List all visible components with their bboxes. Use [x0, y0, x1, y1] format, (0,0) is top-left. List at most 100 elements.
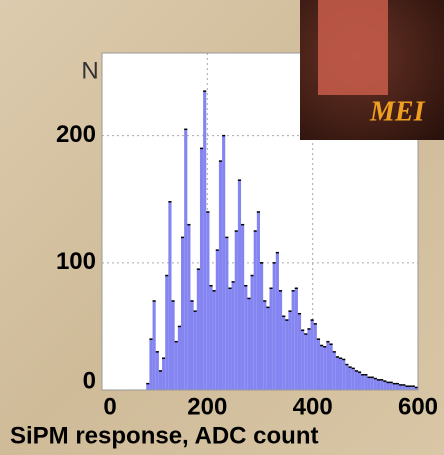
- bar: [339, 358, 343, 390]
- bar: [288, 311, 292, 390]
- bar: [282, 316, 286, 390]
- x-tick-label: 0: [103, 393, 116, 420]
- bar: [215, 250, 219, 390]
- bar: [326, 341, 330, 390]
- bar: [206, 211, 210, 390]
- bar: [212, 290, 216, 390]
- bar: [383, 381, 387, 390]
- bar: [335, 356, 339, 390]
- bar: [171, 300, 175, 390]
- bar: [297, 313, 302, 390]
- bar: [294, 288, 298, 390]
- bar: [272, 262, 276, 390]
- bar: [351, 368, 355, 390]
- bar: [278, 290, 283, 390]
- bar: [237, 180, 242, 390]
- bar: [190, 300, 194, 390]
- bar: [310, 320, 314, 390]
- x-tick-label: 600: [398, 393, 438, 420]
- bar: [203, 91, 207, 390]
- bar: [260, 262, 264, 390]
- bar: [244, 285, 248, 390]
- plot-frame: [101, 52, 419, 391]
- bar: [285, 320, 289, 390]
- x-tick-label: 200: [187, 393, 227, 420]
- y-tick-label: 200: [56, 121, 96, 148]
- bar: [307, 328, 311, 390]
- bar: [250, 275, 254, 390]
- bar: [165, 275, 169, 390]
- bar: [222, 135, 226, 390]
- bar: [411, 386, 415, 390]
- bar: [146, 383, 150, 390]
- bar: [256, 211, 260, 390]
- bar: [253, 231, 257, 390]
- bar: [177, 326, 181, 390]
- bar: [168, 201, 172, 390]
- bar: [263, 300, 267, 390]
- bar: [373, 378, 377, 390]
- bar: [392, 383, 396, 390]
- bar: [158, 370, 163, 390]
- bar: [291, 290, 295, 390]
- bar: [320, 345, 324, 390]
- bar: [402, 384, 406, 390]
- bar: [301, 330, 305, 390]
- x-axis-label: SiPM response, ADC count: [10, 422, 318, 449]
- bar: [174, 341, 178, 390]
- bar: [162, 358, 166, 390]
- bar: [408, 386, 412, 390]
- y-tick-label: 0: [83, 367, 96, 394]
- bar: [225, 237, 229, 390]
- photo-tile: [318, 0, 388, 95]
- bar: [376, 379, 381, 390]
- bar: [414, 387, 418, 390]
- bar: [380, 379, 384, 390]
- bar: [275, 252, 279, 390]
- bar: [228, 288, 232, 390]
- bar: [364, 374, 368, 390]
- bar: [155, 351, 159, 390]
- bar: [199, 148, 204, 390]
- bar: [386, 382, 390, 390]
- bar: [348, 367, 352, 390]
- x-tick-label: 400: [293, 393, 333, 420]
- bar: [354, 370, 358, 390]
- bar: [345, 364, 349, 390]
- bar: [357, 372, 362, 390]
- bar: [361, 374, 365, 390]
- bar: [370, 377, 374, 390]
- bar: [323, 346, 327, 390]
- bar: [342, 359, 346, 390]
- bar: [316, 339, 321, 390]
- bar: [181, 237, 185, 390]
- bar: [247, 298, 251, 390]
- bar: [152, 300, 156, 390]
- bar: [329, 344, 333, 390]
- bar: [231, 281, 235, 390]
- bar: [367, 377, 371, 390]
- bar: [193, 311, 197, 390]
- inset-label: MEI: [369, 96, 426, 127]
- bar: [304, 334, 308, 390]
- bar: [234, 231, 238, 390]
- bar: [196, 269, 200, 390]
- y-tick-label: 100: [56, 248, 96, 275]
- bar: [399, 384, 403, 390]
- bar: [266, 307, 270, 390]
- bar: [184, 129, 188, 390]
- bar: [405, 386, 409, 390]
- bar: [269, 288, 273, 390]
- bar: [218, 161, 223, 390]
- bar: [209, 285, 213, 390]
- bar: [313, 323, 317, 390]
- inset-photo: MEI: [300, 0, 444, 140]
- bar: [149, 339, 153, 390]
- bar: [187, 224, 191, 390]
- y-axis-label: N: [81, 57, 98, 84]
- bar: [241, 224, 245, 390]
- bar: [332, 351, 336, 390]
- bar: [395, 383, 400, 390]
- bar: [389, 382, 393, 390]
